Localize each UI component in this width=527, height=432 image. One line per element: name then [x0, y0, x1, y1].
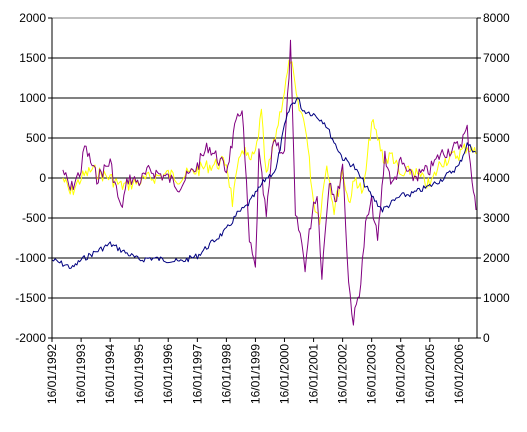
left-tick-label: 2000	[19, 11, 46, 25]
x-tick-label: 16/01/2005	[423, 344, 437, 404]
x-tick-label: 16/01/2004	[394, 344, 408, 404]
left-tick-label: 0	[39, 171, 46, 185]
right-tick-label: 1000	[483, 291, 510, 305]
right-tick-label: 4000	[483, 171, 510, 185]
right-tick-label: 6000	[483, 91, 510, 105]
right-tick-label: 0	[483, 331, 490, 345]
x-tick-label: 16/01/1999	[248, 344, 262, 404]
x-tick-label: 16/01/1995	[132, 344, 146, 404]
left-tick-label: -1500	[15, 291, 46, 305]
left-tick-label: 500	[26, 131, 46, 145]
x-tick-label: 16/01/1992	[45, 344, 59, 404]
x-tick-label: 16/01/2000	[278, 344, 292, 404]
right-tick-label: 8000	[483, 11, 510, 25]
right-axis: 8000 7000 6000 5000 4000 3000 2000 1000 0	[477, 11, 510, 345]
x-tick-label: 16/01/1994	[103, 344, 117, 404]
series-line-0	[51, 97, 476, 269]
right-tick-label: 3000	[483, 211, 510, 225]
left-axis: 2000 1500 1000 500 0 -500 -1000 -1500 -2000	[15, 11, 52, 345]
left-tick-label: -1000	[15, 251, 46, 265]
x-tick-label: 16/01/2006	[452, 344, 466, 404]
left-tick-label: -500	[22, 211, 46, 225]
x-tick-label: 16/01/2003	[365, 344, 379, 404]
left-tick-label: 1500	[19, 51, 46, 65]
right-tick-label: 7000	[483, 51, 510, 65]
x-tick-label: 16/01/1997	[190, 344, 204, 404]
left-tick-label: -2000	[15, 331, 46, 345]
series-line-1	[62, 39, 477, 326]
right-tick-label: 5000	[483, 131, 510, 145]
x-axis: 16/01/1992 16/01/1993 16/01/1994 16/01/1995…	[45, 338, 466, 404]
gridlines	[52, 17, 477, 339]
x-tick-label: 16/01/1998	[219, 344, 233, 404]
series-lines	[51, 39, 477, 326]
x-tick-label: 16/01/2001	[307, 344, 321, 404]
left-tick-label: 1000	[19, 91, 46, 105]
x-tick-label: 16/01/2002	[336, 344, 350, 404]
x-tick-label: 16/01/1996	[161, 344, 175, 404]
right-tick-label: 2000	[483, 251, 510, 265]
x-tick-label: 16/01/1993	[74, 344, 88, 404]
series-line-2	[62, 59, 477, 225]
